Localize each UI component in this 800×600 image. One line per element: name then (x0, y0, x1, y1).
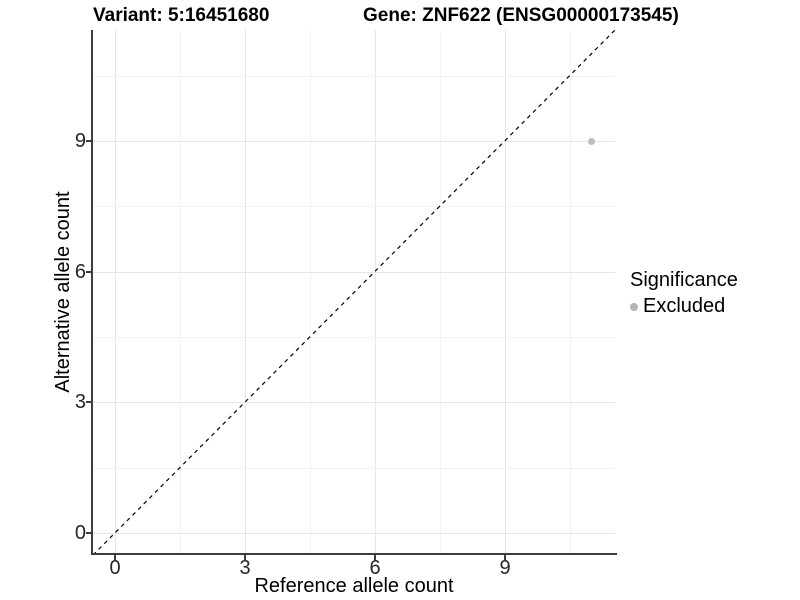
gridline-y-major-6 (93, 272, 615, 273)
gridline-y-minor-4-5 (93, 337, 615, 338)
variant-title: Variant: 5:16451680 (93, 5, 270, 26)
gridline-y-major-9 (93, 141, 615, 142)
y-tick-label-3: 3 (74, 391, 86, 413)
plot-panel (93, 30, 615, 553)
gridline-x-major-0 (115, 30, 116, 553)
gene-title: Gene: ZNF622 (ENSG00000173545) (363, 5, 679, 26)
y-tick-label-9: 9 (74, 130, 86, 152)
x-tick-label-6: 6 (369, 557, 381, 579)
legend-entry-label: Excluded (643, 295, 726, 317)
gridline-x-major-3 (245, 30, 246, 553)
x-axis-title: Reference allele count (254, 575, 454, 597)
y-tick-3 (86, 401, 91, 403)
x-tick-6 (374, 555, 376, 560)
y-tick-label-0: 0 (74, 522, 86, 544)
x-axis-line (91, 553, 617, 555)
x-tick-label-9: 9 (499, 557, 511, 579)
y-tick-6 (86, 271, 91, 273)
gridline-y-major-0 (93, 533, 615, 534)
x-tick-9 (504, 555, 506, 560)
gridline-x-major-9 (505, 30, 506, 553)
x-tick-3 (244, 555, 246, 560)
gridline-y-minor-7-5 (93, 206, 615, 207)
gridline-x-minor-4-5 (310, 30, 311, 553)
y-tick-0 (86, 532, 91, 534)
gridline-x-minor-7-5 (440, 30, 441, 553)
data-point-excluded (588, 138, 595, 145)
x-tick-label-3: 3 (239, 557, 251, 579)
legend-title: Significance (630, 269, 738, 291)
legend-entry-excluded: Excluded (630, 295, 738, 318)
legend: Significance Excluded (630, 269, 738, 318)
y-axis-title: Alternative allele count (52, 191, 74, 393)
legend-dot-icon (630, 302, 638, 311)
gridline-y-minor-10-5 (93, 76, 615, 77)
gridline-x-minor-1-5 (180, 30, 181, 553)
y-tick-9 (86, 140, 91, 142)
gridline-x-minor-10-5 (570, 30, 571, 553)
gridline-y-major-3 (93, 402, 615, 403)
identity-reference-line (94, 30, 615, 553)
x-tick-label-0: 0 (109, 557, 121, 579)
y-tick-label-6: 6 (74, 261, 86, 283)
x-tick-0 (114, 555, 116, 560)
gridline-x-major-6 (375, 30, 376, 553)
gridline-y-minor-1-5 (93, 468, 615, 469)
y-axis-line (91, 30, 93, 555)
